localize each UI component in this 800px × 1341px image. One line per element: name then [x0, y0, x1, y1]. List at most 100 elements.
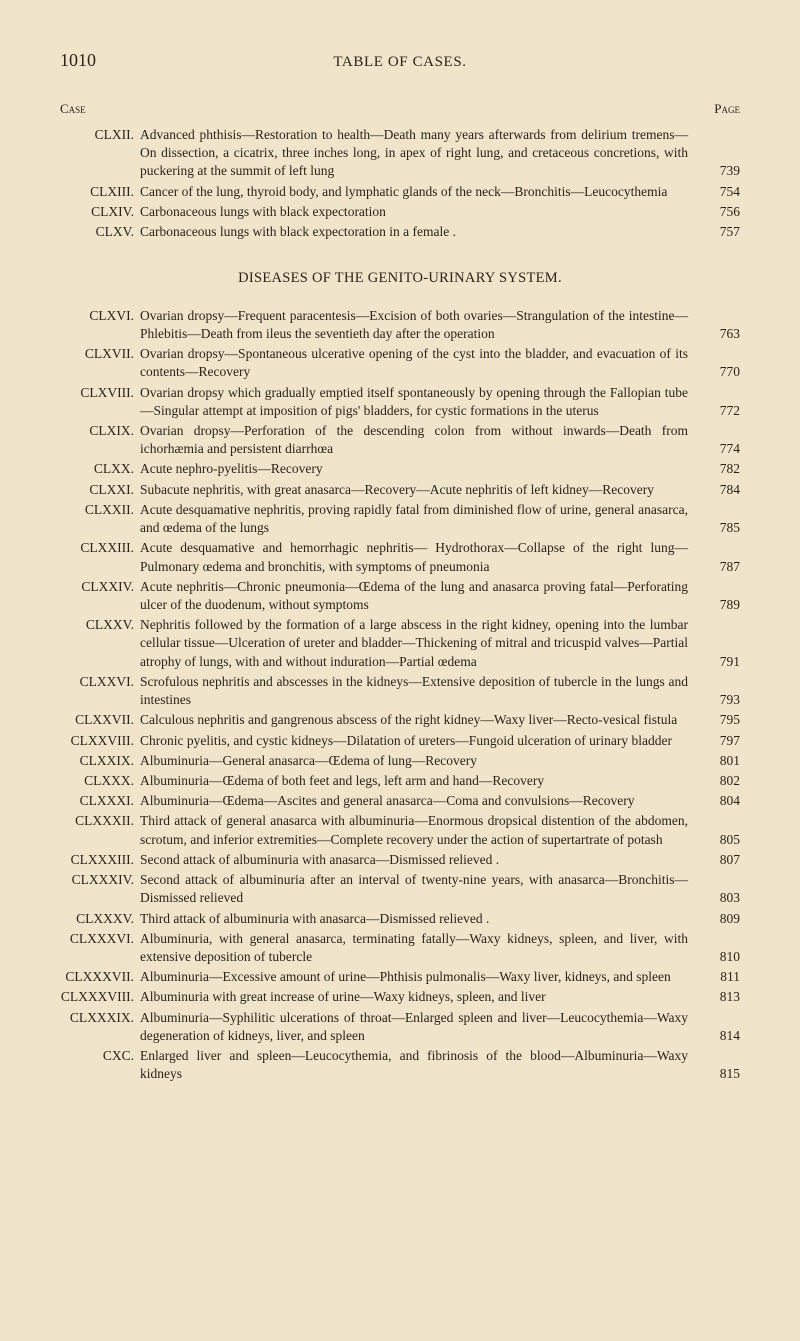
case-row: CLXXIX.Albuminuria—General anasarca—Œdem… — [60, 752, 740, 770]
case-number: CLXXXII. — [60, 812, 140, 830]
case-page-number: 756 — [700, 203, 740, 221]
case-number: CLXXXVI. — [60, 930, 140, 948]
case-description: Ovarian dropsy which gradually emptied i… — [140, 384, 700, 420]
case-description: Nephritis followed by the formation of a… — [140, 616, 700, 671]
case-description: Scrofulous nephritis and abscesses in th… — [140, 673, 700, 709]
case-page-number: 754 — [700, 183, 740, 201]
case-page-number: 785 — [700, 519, 740, 537]
case-page-number: 809 — [700, 910, 740, 928]
case-row: CLXXII.Acute desquamative nephritis, pro… — [60, 501, 740, 537]
case-row: CLXXXVIII.Albuminuria with great increas… — [60, 988, 740, 1006]
case-number: CLXIII. — [60, 183, 140, 201]
case-row: CLXXXII.Third attack of general anasarca… — [60, 812, 740, 848]
case-row: CLXXVIII.Chronic pyelitis, and cystic ki… — [60, 732, 740, 750]
case-description: Chronic pyelitis, and cystic kidneys—Dil… — [140, 732, 700, 750]
case-description: Acute desquamative nephritis, proving ra… — [140, 501, 700, 537]
case-number: CLXXV. — [60, 616, 140, 634]
case-row: CLXIII.Cancer of the lung, thyroid body,… — [60, 183, 740, 201]
case-number: CLXIV. — [60, 203, 140, 221]
case-row: CLXXIII.Acute desquamative and hemorrhag… — [60, 539, 740, 575]
case-description: Acute desquamative and hemorrhagic nephr… — [140, 539, 700, 575]
case-page-number: 815 — [700, 1065, 740, 1083]
page-header: 1010 TABLE OF CASES. — [60, 48, 740, 72]
case-number: CLXXXIV. — [60, 871, 140, 889]
case-page-number: 739 — [700, 162, 740, 180]
case-page-number: 770 — [700, 363, 740, 381]
case-row: CLXX.Acute nephro-pyelitis—Recovery782 — [60, 460, 740, 478]
case-page-number: 763 — [700, 325, 740, 343]
case-row: CLXXXIX.Albuminuria—Syphilitic ulceratio… — [60, 1009, 740, 1045]
case-description: Ovarian dropsy—Frequent paracentesis—Exc… — [140, 307, 700, 343]
case-page-number: 782 — [700, 460, 740, 478]
case-description: Advanced phthisis—Restoration to health—… — [140, 126, 700, 181]
column-headers: Case Page — [60, 100, 740, 118]
case-row: CLXXV.Nephritis followed by the formatio… — [60, 616, 740, 671]
case-page-number: 813 — [700, 988, 740, 1006]
case-page-number: 772 — [700, 402, 740, 420]
case-page-number: 757 — [700, 223, 740, 241]
case-number: CLXXXIX. — [60, 1009, 140, 1027]
case-row: CLXXXIV.Second attack of albuminuria aft… — [60, 871, 740, 907]
case-page-number: 784 — [700, 481, 740, 499]
case-number: CLXII. — [60, 126, 140, 144]
case-row: CLXVII.Ovarian dropsy—Spontaneous ulcera… — [60, 345, 740, 381]
case-row: CLXXX.Albuminuria—Œdema of both feet and… — [60, 772, 740, 790]
case-page-number: 789 — [700, 596, 740, 614]
case-page-number: 801 — [700, 752, 740, 770]
case-page-number: 814 — [700, 1027, 740, 1045]
case-description: Albuminuria—Œdema—Ascites and general an… — [140, 792, 700, 810]
case-page-number: 791 — [700, 653, 740, 671]
case-description: Subacute nephritis, with great anasarca—… — [140, 481, 700, 499]
case-number: CLXXIV. — [60, 578, 140, 596]
case-description: Acute nephro-pyelitis—Recovery — [140, 460, 700, 478]
case-number: CLXXIX. — [60, 752, 140, 770]
case-page-number: 787 — [700, 558, 740, 576]
case-description: Cancer of the lung, thyroid body, and ly… — [140, 183, 700, 201]
running-head: TABLE OF CASES. — [333, 52, 466, 72]
case-number: CLXXII. — [60, 501, 140, 519]
case-page-number: 811 — [700, 968, 740, 986]
case-page-number: 803 — [700, 889, 740, 907]
case-description: Acute nephritis—Chronic pneumonia—Œdema … — [140, 578, 700, 614]
case-description: Albuminuria—Œdema of both feet and legs,… — [140, 772, 700, 790]
case-row: CLXXVII.Calculous nephritis and gangreno… — [60, 711, 740, 729]
case-row: CXC.Enlarged liver and spleen—Leucocythe… — [60, 1047, 740, 1083]
case-number: CLXXXIII. — [60, 851, 140, 869]
case-description: Ovarian dropsy—Spontaneous ulcerative op… — [140, 345, 700, 381]
case-row: CLXV.Carbonaceous lungs with black expec… — [60, 223, 740, 241]
case-number: CLXXX. — [60, 772, 140, 790]
case-number: CLXV. — [60, 223, 140, 241]
case-row: CLXIX.Ovarian dropsy—Perforation of the … — [60, 422, 740, 458]
case-page-number: 774 — [700, 440, 740, 458]
case-number: CLXVI. — [60, 307, 140, 325]
case-description: Albuminuria, with general anasarca, term… — [140, 930, 700, 966]
case-page-number: 802 — [700, 772, 740, 790]
case-number: CLXXVI. — [60, 673, 140, 691]
case-row: CLXXXVI.Albuminuria, with general anasar… — [60, 930, 740, 966]
case-description: Albuminuria—Syphilitic ulcerations of th… — [140, 1009, 700, 1045]
cases-block-a: CLXII.Advanced phthisis—Restoration to h… — [60, 126, 740, 241]
section-heading: DISEASES OF THE GENITO-URINARY SYSTEM. — [60, 269, 740, 289]
case-description: Ovarian dropsy—Perforation of the descen… — [140, 422, 700, 458]
case-number: CLXXI. — [60, 481, 140, 499]
case-page-number: 807 — [700, 851, 740, 869]
case-page-number: 797 — [700, 732, 740, 750]
case-number: CLXXXVII. — [60, 968, 140, 986]
cases-block-b: CLXVI.Ovarian dropsy—Frequent paracentes… — [60, 307, 740, 1084]
case-number: CXC. — [60, 1047, 140, 1065]
case-description: Calculous nephritis and gangrenous absce… — [140, 711, 700, 729]
case-description: Carbonaceous lungs with black expectorat… — [140, 203, 700, 221]
case-row: CLXXXVII.Albuminuria—Excessive amount of… — [60, 968, 740, 986]
case-number: CLXXIII. — [60, 539, 140, 557]
case-row: CLXIV.Carbonaceous lungs with black expe… — [60, 203, 740, 221]
case-number: CLXVIII. — [60, 384, 140, 402]
case-number: CLXXVII. — [60, 711, 140, 729]
case-row: CLXXIV.Acute nephritis—Chronic pneumonia… — [60, 578, 740, 614]
case-description: Enlarged liver and spleen—Leucocythemia,… — [140, 1047, 700, 1083]
case-row: CLXVI.Ovarian dropsy—Frequent paracentes… — [60, 307, 740, 343]
case-row: CLXXVI.Scrofulous nephritis and abscesse… — [60, 673, 740, 709]
case-page-number: 804 — [700, 792, 740, 810]
case-description: Second attack of albuminuria with anasar… — [140, 851, 700, 869]
case-description: Third attack of albuminuria with anasarc… — [140, 910, 700, 928]
case-number: CLXX. — [60, 460, 140, 478]
